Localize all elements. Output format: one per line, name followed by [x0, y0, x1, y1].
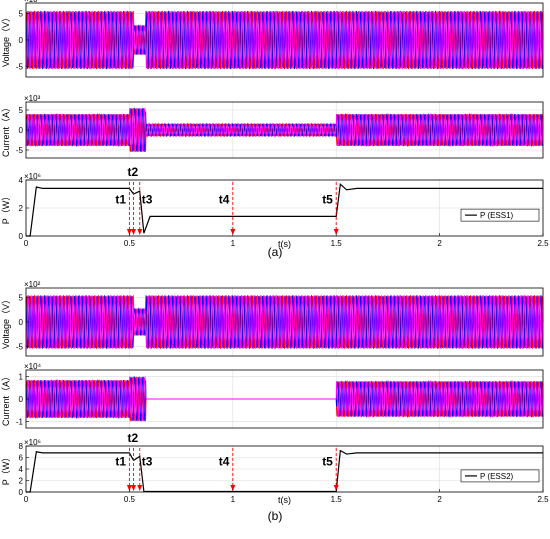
x-tick-label: 2.5 [537, 495, 549, 504]
y-tick-label: 5 [19, 294, 24, 303]
legend-label: P (ESS1) [480, 211, 514, 220]
annotation-t4: t4 [219, 448, 236, 491]
y-exponent: ×10⁶ [24, 438, 41, 447]
series-phase-c [25, 375, 544, 422]
y-exponent: ×10⁴ [24, 362, 42, 371]
annotation-t1: t1 [115, 448, 132, 491]
panel-label: (a) [268, 245, 283, 259]
y-tick-label: 8 [19, 442, 24, 451]
x-tick-label: 0.5 [124, 495, 136, 504]
y-axis-label: P（W） [1, 453, 11, 486]
annotation-label: t4 [219, 193, 230, 207]
annotation-label: t3 [142, 454, 153, 468]
annotation-t2: t2 [128, 165, 139, 235]
x-tick-label: 1 [231, 495, 236, 504]
y-tick-label: 4 [19, 465, 24, 474]
y-tick-label: 0 [19, 36, 24, 45]
panel-label: (b) [268, 509, 283, 523]
x-tick-label: 0 [24, 239, 29, 248]
subplot-voltage: 5 0 -5 ×10² Voltage（V） [1, 0, 544, 78]
annotation-arrow [333, 229, 339, 235]
x-tick-label: 1.5 [331, 495, 343, 504]
annotation-t2: t2 [128, 431, 139, 491]
annotation-t3: t3 [137, 182, 153, 235]
annotation-label: t1 [115, 454, 126, 468]
y-exponent: ×10² [24, 280, 41, 289]
y-axis-label: Voltage（V） [1, 295, 11, 349]
annotation-arrow [137, 485, 143, 491]
subplot-voltage: 5 0 -5 ×10² Voltage（V） [1, 280, 544, 357]
annotation-label: t2 [128, 165, 139, 179]
annotation-label: t1 [115, 193, 126, 207]
annotation-arrow [230, 485, 236, 491]
annotation-t5: t5 [322, 448, 339, 491]
x-tick-label: 2.5 [537, 239, 549, 248]
y-tick-label: 5 [19, 106, 24, 115]
x-axis-label: t(s) [278, 239, 291, 249]
y-tick-label: 0 [19, 488, 24, 497]
x-tick-label: 0.5 [124, 239, 136, 248]
x-tick-label: 2 [437, 239, 442, 248]
annotation-t3: t3 [137, 448, 153, 491]
annotation-arrow [131, 229, 137, 235]
y-tick-label: 4 [19, 176, 24, 185]
y-tick-label: -5 [16, 146, 24, 155]
y-tick-label: 0 [19, 318, 24, 327]
series-line [26, 449, 543, 493]
y-tick-label: 1 [19, 373, 24, 382]
legend: P (ESS2) [460, 469, 540, 483]
legend-box [460, 469, 540, 483]
series-line [26, 182, 543, 237]
x-axis-label: t(s) [278, 495, 291, 505]
x-tick-label: 0 [24, 495, 29, 504]
subplot-current: 5 0 -5 ×10³ Current（A） [1, 94, 544, 159]
annotation-label: t5 [322, 454, 333, 468]
panel-1: 5 0 -5 ×10² Voltage（V） 1 0 -1 ×10⁴ Current（A） P (E… [1, 280, 549, 523]
annotation-arrow [126, 229, 132, 235]
y-exponent: ×10⁶ [24, 172, 41, 181]
legend: P (ESS1) [460, 208, 540, 222]
series-phase-c [25, 107, 544, 153]
annotation-label: t5 [322, 193, 333, 207]
y-axis-label: Current（A） [1, 372, 11, 426]
y-tick-label: 2 [19, 477, 24, 486]
y-exponent: ×10³ [24, 94, 41, 103]
legend-box [460, 208, 540, 222]
annotation-t4: t4 [219, 182, 236, 235]
x-tick-label: 1.5 [331, 239, 343, 248]
y-tick-label: 0 [19, 126, 24, 135]
y-tick-label: 0 [19, 232, 24, 241]
annotation-label: t3 [142, 193, 153, 207]
annotation-label: t4 [219, 454, 230, 468]
y-tick-label: -5 [16, 342, 24, 351]
panel-0: 5 0 -5 ×10² Voltage（V） 5 0 -5 ×10³ Current（A） P (E… [1, 0, 549, 259]
annotation-t1: t1 [115, 182, 132, 235]
x-tick-label: 2 [437, 495, 442, 504]
y-axis-label: Voltage（V） [1, 13, 11, 67]
y-tick-label: 5 [19, 10, 24, 19]
y-tick-label: 2 [19, 204, 24, 213]
x-tick-label: 1 [231, 239, 236, 248]
y-tick-label: -1 [16, 417, 24, 426]
annotation-t5: t5 [322, 182, 339, 235]
series-phase-c [25, 10, 544, 70]
annotation-arrow [131, 485, 137, 491]
series-phase-c [25, 295, 544, 349]
annotation-arrow [126, 485, 132, 491]
annotation-arrow [137, 229, 143, 235]
annotation-arrow [333, 485, 339, 491]
y-tick-label: 6 [19, 454, 24, 463]
y-tick-label: 0 [19, 395, 24, 404]
annotation-arrow [230, 229, 236, 235]
annotation-label: t2 [128, 431, 139, 445]
y-tick-label: -5 [16, 62, 24, 71]
y-exponent: ×10² [24, 0, 41, 4]
subplot-current: 1 0 -1 ×10⁴ Current（A） [1, 362, 544, 429]
legend-label: P (ESS2) [480, 472, 514, 481]
y-axis-label: Current（A） [1, 103, 11, 157]
y-axis-label: P（W） [1, 192, 11, 225]
